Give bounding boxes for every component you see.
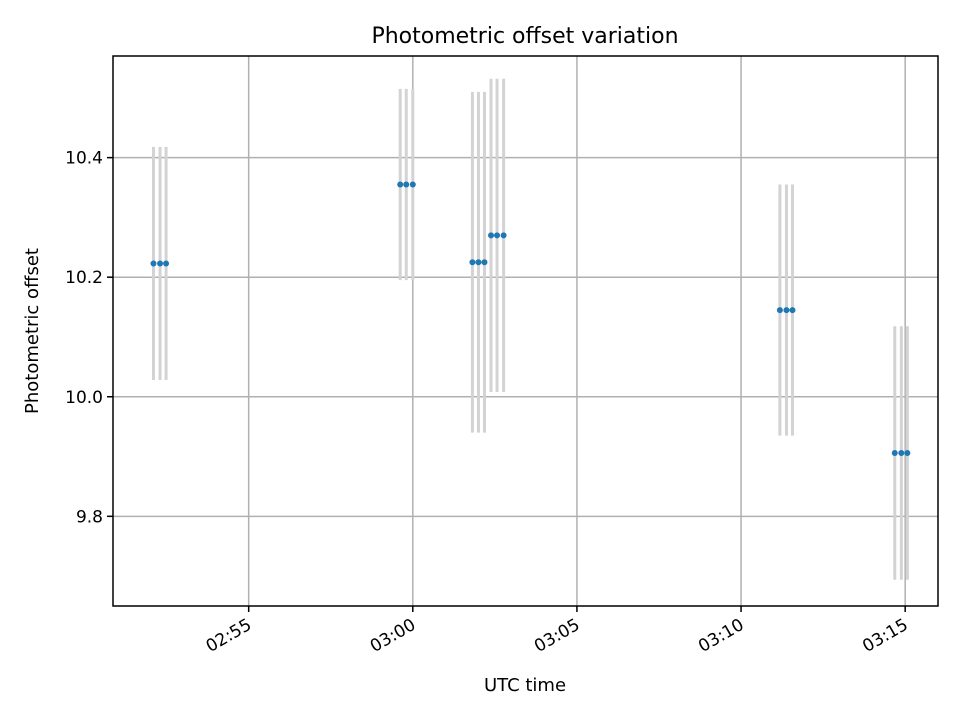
y-axis-label: Photometric offset — [22, 248, 43, 414]
x-tick-label: 03:00 — [367, 615, 419, 657]
data-point — [403, 181, 410, 188]
data-point — [481, 259, 488, 266]
data-point — [494, 232, 501, 239]
x-tick-label: 03:10 — [695, 615, 747, 657]
plot-frame — [112, 55, 939, 607]
data-point — [469, 259, 476, 266]
data-point — [488, 232, 495, 239]
errorbar-layer — [151, 78, 909, 580]
y-tick-label: 10.0 — [65, 388, 103, 408]
data-point — [904, 449, 911, 456]
data-point — [475, 259, 482, 266]
x-axis-label: UTC time — [484, 675, 566, 696]
y-tick-label: 9.8 — [76, 507, 103, 527]
point-layer — [150, 181, 911, 456]
data-point — [891, 449, 898, 456]
tick-layer: 02:55 03:00 03:05 03:10 03:15 9.8 10.0 10.2 10.4 — [65, 149, 912, 657]
data-point — [397, 181, 404, 188]
data-point — [157, 260, 164, 267]
x-tick-label: 03:15 — [859, 615, 911, 657]
data-point — [898, 449, 905, 456]
data-point — [789, 307, 796, 314]
data-point — [409, 181, 416, 188]
y-tick-label: 10.4 — [65, 149, 103, 169]
data-point — [500, 232, 507, 239]
data-point — [776, 307, 783, 314]
data-point — [150, 260, 157, 267]
chart-title: Photometric offset variation — [371, 24, 678, 49]
data-point — [783, 307, 790, 314]
y-tick-label: 10.2 — [65, 268, 103, 288]
x-tick-label: 03:05 — [531, 615, 583, 657]
x-tick-label: 02:55 — [203, 615, 255, 657]
grid-layer — [113, 56, 938, 606]
data-point — [163, 260, 170, 267]
